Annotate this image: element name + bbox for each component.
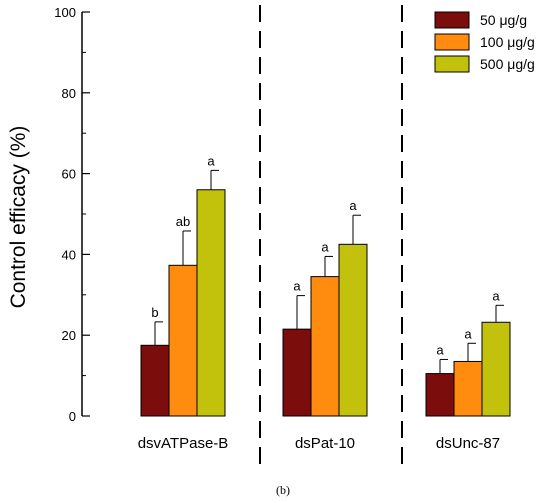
- significance-label: a: [207, 153, 215, 168]
- y-axis-label: Control efficacy (%): [7, 126, 30, 309]
- bar: [425, 373, 455, 417]
- significance-label: a: [349, 198, 357, 213]
- significance-label: a: [293, 279, 301, 294]
- category-label: dsvATPase-B: [138, 435, 229, 452]
- category-labels: dsvATPase-B dsPat-10 dsUnc-87: [138, 435, 500, 452]
- bar: [196, 189, 226, 417]
- bar: [453, 360, 483, 417]
- legend-label: 100 μg/g: [480, 34, 535, 50]
- legend-label: 50 μg/g: [480, 12, 527, 28]
- legend-label: 500 μg/g: [480, 56, 535, 72]
- y-axis: 0 20 40 60 80 100: [54, 5, 90, 424]
- significance-label: a: [464, 326, 472, 341]
- legend-swatch: [434, 11, 470, 29]
- legend: 50 μg/g 100 μg/g 500 μg/g: [434, 11, 535, 73]
- category-label: dsPat-10: [295, 435, 355, 452]
- significance-label: b: [151, 305, 158, 320]
- y-tick-label: 20: [62, 328, 76, 343]
- bar: [282, 328, 312, 417]
- bar: [338, 243, 368, 417]
- significance-label: ab: [176, 214, 190, 229]
- bar: [168, 264, 198, 417]
- significance-label: a: [436, 342, 444, 357]
- bars: b ab a a a a a a a: [140, 153, 511, 417]
- y-tick-label: 60: [62, 167, 76, 182]
- significance-label: a: [492, 288, 500, 303]
- y-tick-label: 40: [62, 247, 76, 262]
- figure-caption: (b): [276, 483, 290, 497]
- bar: [140, 344, 170, 417]
- significance-label: a: [321, 239, 329, 254]
- y-tick-label: 0: [69, 409, 76, 424]
- legend-swatch: [434, 55, 470, 73]
- y-tick-label: 100: [54, 5, 76, 20]
- legend-swatch: [434, 33, 470, 51]
- bar: [310, 276, 340, 417]
- bar: [481, 321, 511, 417]
- y-tick-label: 80: [62, 86, 76, 101]
- category-label: dsUnc-87: [436, 435, 500, 452]
